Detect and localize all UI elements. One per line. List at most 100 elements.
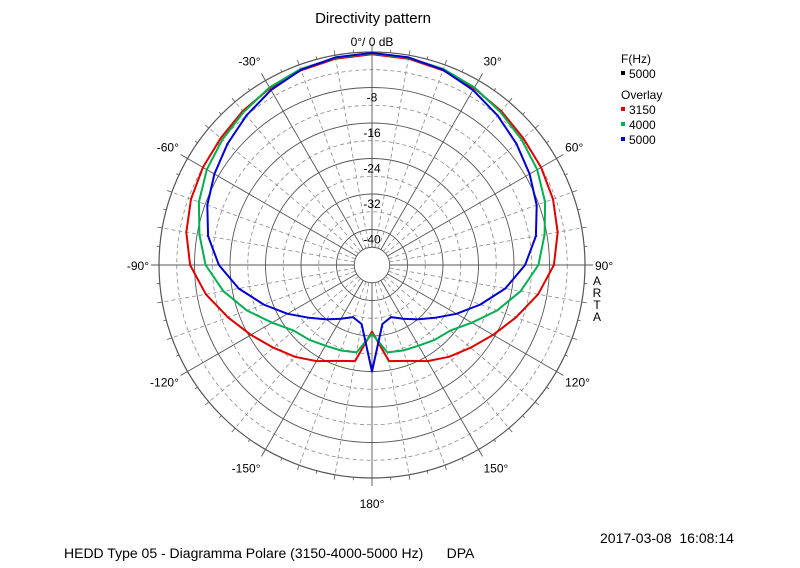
outer-tick [577, 319, 581, 322]
minor-spoke [377, 281, 446, 466]
major-spoke [261, 280, 364, 457]
outer-tick [231, 97, 236, 103]
major-spoke [387, 273, 564, 376]
series-line-5000 [206, 51, 538, 373]
outer-tick [493, 87, 497, 91]
minor-spoke [208, 276, 359, 403]
vertical-label-char: A [593, 274, 601, 288]
outer-tick [280, 69, 283, 73]
minor-spoke [377, 64, 446, 249]
outer-tick [534, 401, 540, 406]
major-spoke [380, 280, 483, 457]
minor-spoke [234, 278, 361, 429]
outer-tick [218, 415, 222, 419]
angle-tick-label: -90° [127, 259, 149, 273]
radial-tick-label: -24 [363, 162, 381, 176]
angle-tick-label: 180° [360, 497, 385, 511]
minor-spoke [385, 127, 536, 254]
outer-tick [297, 465, 300, 470]
major-spoke [180, 273, 357, 376]
outer-tick [534, 124, 540, 129]
angle-tick-label: -60° [157, 141, 179, 155]
minor-spoke [171, 191, 356, 260]
minor-spoke [298, 281, 367, 466]
outer-tick [157, 301, 163, 304]
outer-tick [333, 474, 336, 480]
chart-title: Directivity pattern [315, 10, 431, 27]
minor-spoke [389, 227, 582, 263]
radial-tick-label: -40 [363, 233, 381, 247]
outer-tick [408, 50, 411, 56]
outer-tick [522, 415, 526, 419]
outer-tick [204, 124, 210, 129]
outer-tick [426, 470, 429, 474]
legend-entry: 3150 [629, 103, 656, 117]
outer-tick [426, 56, 429, 60]
outer-tick [315, 56, 318, 60]
angle-tick-label: 30° [484, 54, 502, 68]
outer-tick [163, 208, 167, 211]
radial-tick-label: -32 [363, 197, 381, 211]
outer-tick [408, 474, 411, 480]
outer-tick [163, 319, 167, 322]
minor-spoke [388, 191, 573, 260]
radial-tick-label: -16 [363, 126, 381, 140]
outer-tick [508, 427, 513, 433]
minor-spoke [298, 64, 367, 249]
polar-grid [151, 44, 593, 486]
outer-tick [218, 111, 222, 115]
outer-tick [194, 386, 198, 390]
legend-overlay-header: Overlay [621, 88, 662, 102]
outer-tick [546, 386, 550, 390]
minor-spoke [162, 227, 355, 263]
outer-tick [204, 401, 210, 406]
outer-tick [194, 140, 198, 144]
minor-spoke [383, 278, 510, 429]
minor-spoke [234, 101, 361, 252]
outer-tick [508, 97, 513, 103]
angle-tick-label: -150° [232, 462, 261, 476]
angle-tick-label: 120° [565, 376, 590, 390]
minor-spoke [374, 282, 410, 475]
angle-tick-label: 60° [565, 141, 583, 155]
major-spoke [387, 154, 564, 257]
angle-tick-label: 90° [595, 259, 613, 273]
radial-tick-label: -8 [367, 91, 378, 105]
outer-tick [564, 354, 568, 357]
legend-swatch [621, 107, 625, 111]
minor-spoke [374, 55, 410, 248]
legend-swatch [621, 137, 625, 141]
minor-spoke [171, 270, 356, 339]
outer-tick [444, 465, 447, 470]
angle-tick-label: -30° [238, 54, 260, 68]
outer-tick [176, 173, 180, 176]
minor-spoke [389, 267, 582, 303]
footer-timestamp: 2017-03-08 16:08:14 [600, 530, 734, 546]
series-line-4000 [197, 52, 547, 354]
outer-tick [572, 337, 577, 340]
angle-tick-label: -120° [150, 376, 179, 390]
outer-tick [231, 427, 236, 433]
series-layer [185, 51, 559, 373]
minor-spoke [208, 127, 359, 254]
outer-tick [522, 111, 526, 115]
outer-tick [247, 439, 251, 443]
minor-spoke [162, 267, 355, 303]
minor-spoke [388, 270, 573, 339]
outer-tick [297, 60, 300, 65]
major-spoke [380, 73, 483, 250]
axis-labels: 0°/ 0 dB -8 -16 -24 -32 -40 30° 60° 90° 120° 150° 1… [127, 35, 614, 511]
legend-main-swatch [621, 71, 625, 75]
center-ring [353, 246, 391, 284]
outer-tick [493, 439, 497, 443]
minor-spoke [385, 276, 536, 403]
outer-tick [461, 69, 464, 73]
legend-entry: 4000 [629, 118, 656, 132]
major-spoke [180, 154, 357, 257]
angle-tick-label: 150° [484, 462, 509, 476]
outer-tick [176, 354, 180, 357]
outer-tick [157, 226, 163, 229]
